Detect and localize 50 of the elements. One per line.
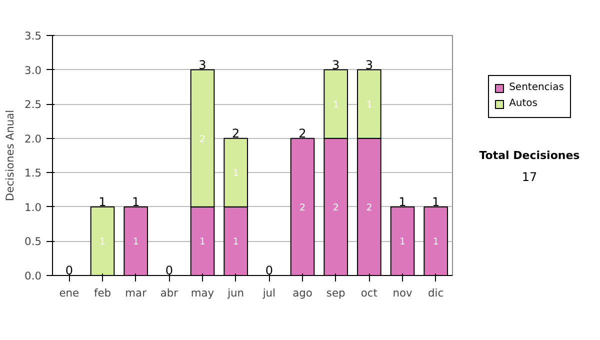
x-tick-label: sep <box>326 286 346 300</box>
x-tick-label: jul <box>262 286 276 300</box>
data-label: 1 <box>232 236 239 248</box>
data-label: 1 <box>400 236 406 248</box>
data-label: 2 <box>366 202 372 214</box>
y-tick-label: 2.5 <box>24 98 42 112</box>
x-tick-label: dic <box>428 286 444 300</box>
legend-label: Sentencias <box>509 81 564 95</box>
total-label: 0 <box>165 264 173 278</box>
x-tick-label: abr <box>160 286 179 300</box>
total-label: 2 <box>298 126 306 140</box>
x-tick-label: jun <box>226 286 244 300</box>
y-tick-label: 1.0 <box>24 200 42 214</box>
total-label: 1 <box>398 194 406 209</box>
x-tick-label: nov <box>392 286 412 300</box>
total-label: 3 <box>365 58 373 72</box>
data-label: 1 <box>332 100 339 111</box>
data-label: 2 <box>332 202 339 214</box>
total-label: 2 <box>232 126 240 140</box>
x-tick-label: mar <box>125 286 148 300</box>
y-tick-label: 0.5 <box>24 235 42 248</box>
data-label: 1 <box>366 100 372 111</box>
y-tick-label: 0.0 <box>24 270 42 282</box>
data-label: 1 <box>232 168 239 180</box>
total-label: 1 <box>432 194 440 209</box>
total-label: 3 <box>198 58 206 72</box>
total-label: 3 <box>332 58 340 72</box>
x-tick-label: feb <box>94 286 112 300</box>
y-tick-label: 2.0 <box>24 132 42 146</box>
total-label: 1 <box>98 194 106 209</box>
x-tick-label: ene <box>59 286 80 300</box>
legend-label: Autos <box>509 97 538 112</box>
x-tick-label: may <box>190 286 214 300</box>
y-tick-label: 3.0 <box>24 64 42 77</box>
data-label: 1 <box>200 236 206 248</box>
text: 17 <box>520 169 538 186</box>
data-label: 1 <box>432 236 439 248</box>
data-label: 2 <box>200 134 206 145</box>
data-label: 2 <box>300 202 306 214</box>
x-tick-label: ago <box>292 286 312 300</box>
data-label: 1 <box>132 236 139 248</box>
y-tick-label: 1.5 <box>24 166 42 180</box>
text: Total Decisiones <box>478 148 581 164</box>
y-tick-label: 3.5 <box>24 30 42 42</box>
data-label: 1 <box>100 236 106 248</box>
total-label: 0 <box>65 264 73 278</box>
y-axis-title: Decisiones Anual <box>4 110 17 202</box>
total-label: 1 <box>132 194 140 209</box>
x-tick-label: oct <box>360 286 378 300</box>
total-label: 0 <box>265 264 273 278</box>
